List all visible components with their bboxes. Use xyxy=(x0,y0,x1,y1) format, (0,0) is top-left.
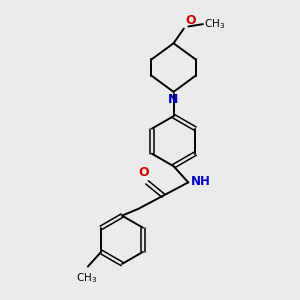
Text: N: N xyxy=(168,93,179,106)
Text: O: O xyxy=(139,166,149,179)
Text: O: O xyxy=(185,14,196,27)
Text: CH$_3$: CH$_3$ xyxy=(76,271,97,285)
Text: NH: NH xyxy=(190,175,211,188)
Text: CH$_3$: CH$_3$ xyxy=(205,17,226,31)
